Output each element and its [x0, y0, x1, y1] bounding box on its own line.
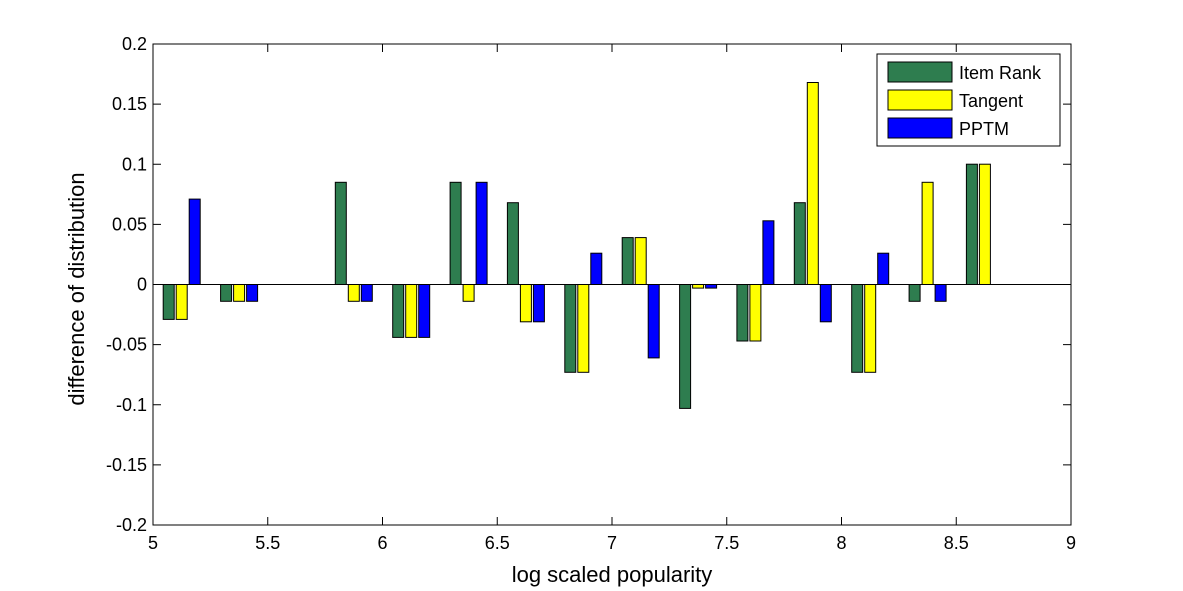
x-tick-label: 6 — [377, 533, 387, 553]
bar — [877, 252, 890, 285]
y-tick-label: -0.15 — [106, 455, 147, 475]
bar — [736, 284, 749, 342]
legend-swatch — [887, 89, 953, 111]
bar — [475, 181, 488, 285]
x-tick-label: 9 — [1066, 533, 1076, 553]
bar — [162, 284, 175, 320]
x-tick-label: 7.5 — [714, 533, 739, 553]
bar — [634, 237, 647, 286]
axes-layer: 5 5.5 6 6.5 7 7.5 8 8.5 9 0.2 0.15 0.1 0.05 0 -0.05 -0.… — [106, 34, 1076, 553]
x-tick-label: 8.5 — [944, 533, 969, 553]
bar — [978, 163, 991, 285]
bar — [934, 284, 947, 302]
bars-layer — [162, 82, 991, 409]
bar — [921, 181, 934, 285]
bar — [188, 198, 201, 286]
legend-swatch — [887, 117, 953, 139]
legend: Item Rank Tangent PPTM — [876, 53, 1061, 147]
y-tick-label: 0.2 — [122, 34, 147, 54]
bar — [175, 284, 188, 320]
legend-swatch — [887, 61, 953, 83]
bar — [705, 284, 718, 289]
bar — [360, 284, 373, 302]
x-tick-label: 8 — [836, 533, 846, 553]
bar — [233, 284, 246, 302]
y-tick-label: -0.1 — [116, 395, 147, 415]
bar — [749, 284, 762, 342]
bar — [806, 82, 819, 285]
y-tick-label: -0.2 — [116, 515, 147, 535]
legend-label: Item Rank — [959, 63, 1042, 83]
bar — [864, 284, 877, 373]
bar — [793, 202, 806, 285]
bar — [762, 220, 775, 286]
bar — [647, 284, 660, 359]
x-tick-label: 7 — [607, 533, 617, 553]
x-tick-label: 5 — [148, 533, 158, 553]
bar — [334, 181, 347, 285]
x-tick-label: 5.5 — [255, 533, 280, 553]
legend-label: PPTM — [959, 119, 1009, 139]
bar — [246, 284, 259, 302]
bar — [462, 284, 475, 302]
y-tick-label: 0.1 — [122, 154, 147, 174]
y-tick-label: 0 — [137, 275, 147, 295]
bar — [220, 284, 233, 302]
bar — [819, 284, 832, 323]
bar — [564, 284, 577, 373]
legend-label: Tangent — [959, 91, 1023, 111]
bar — [621, 237, 634, 286]
bar — [347, 284, 360, 302]
bar — [908, 284, 921, 302]
y-tick-label: 0.15 — [112, 94, 147, 114]
bar — [405, 284, 418, 338]
bar — [532, 284, 545, 323]
bar — [506, 202, 519, 285]
y-axis-label: difference of distribution — [64, 172, 89, 405]
bar — [418, 284, 431, 338]
bar — [519, 284, 532, 323]
bar — [392, 284, 405, 338]
y-tick-label: 0.05 — [112, 214, 147, 234]
y-tick-label: -0.05 — [106, 335, 147, 355]
bar — [679, 284, 692, 409]
x-axis-label: log scaled popularity — [512, 562, 713, 587]
bar — [449, 181, 462, 285]
bar — [851, 284, 864, 373]
bar — [590, 252, 603, 285]
bar — [692, 284, 705, 289]
x-tick-label: 6.5 — [485, 533, 510, 553]
bar — [577, 284, 590, 373]
bar — [965, 163, 978, 285]
